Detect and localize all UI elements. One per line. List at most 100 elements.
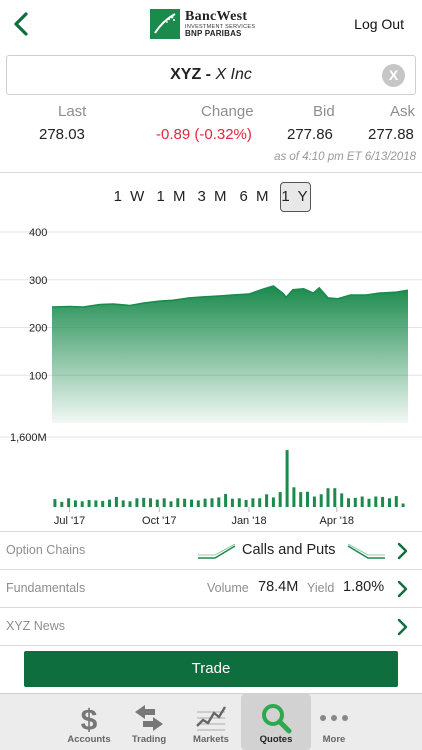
volume-bar (271, 497, 275, 507)
volume-bar (374, 496, 378, 507)
volume-bar (306, 491, 309, 507)
volume-bar (401, 503, 405, 507)
logo-subtitle: INVESTMENT SERVICES (185, 23, 256, 30)
clear-icon[interactable]: X (382, 64, 405, 87)
bottom-tab-bar: $ Accounts Trading Markets Quotes (0, 693, 422, 750)
volume-bar (347, 498, 350, 508)
volume-bar (94, 500, 98, 507)
svg-text:$: $ (81, 704, 98, 734)
option-chains-row[interactable]: Option Chains Calls and Puts (0, 532, 422, 570)
volume-bar (80, 501, 84, 507)
range-1w[interactable]: 1 W (113, 188, 147, 205)
tab-label: Markets (193, 734, 229, 745)
volume-bar (53, 499, 57, 507)
volume-bar (244, 500, 248, 507)
volume-bar (333, 488, 337, 507)
volume-bar (73, 500, 77, 507)
volume-value: 78.4M (258, 579, 299, 595)
logo-mark-icon (150, 9, 180, 39)
logo-name: BancWest (185, 8, 248, 24)
volume-bar (183, 498, 187, 507)
symbol-search-field[interactable]: XYZ - X Inc X (6, 55, 416, 95)
tab-trading[interactable]: Trading (114, 694, 184, 750)
app-header: BancWest INVESTMENT SERVICES BNP PARIBAS… (0, 0, 422, 50)
x-tick-label: Apr '18 (320, 515, 355, 527)
volume-bar (251, 498, 255, 508)
last-label: Last (58, 103, 87, 120)
news-row[interactable]: XYZ News (0, 608, 422, 646)
news-label: XYZ News (6, 619, 66, 633)
volume-bar (87, 500, 91, 507)
volume-bar (108, 499, 111, 507)
calls-and-puts-label: Calls and Puts (242, 542, 336, 558)
bid-value: 277.86 (287, 126, 333, 143)
tab-accounts[interactable]: $ Accounts (54, 694, 124, 750)
yield-value: 1.80% (343, 579, 385, 595)
volume-bar (155, 499, 159, 507)
x-tick-label: Oct '17 (142, 515, 177, 527)
volume-bar (312, 496, 316, 507)
chevron-right-icon[interactable] (396, 580, 408, 598)
market-chart-icon (196, 706, 227, 731)
volume-bar (258, 498, 262, 508)
x-tick-label: Jan '18 (231, 515, 266, 527)
trade-button[interactable]: Trade (24, 651, 398, 687)
search-icon (262, 704, 292, 734)
tab-markets[interactable]: Markets (176, 694, 246, 750)
volume-bar (60, 501, 64, 508)
chevron-right-icon[interactable] (396, 542, 408, 560)
yield-label: Yield (307, 581, 335, 595)
volume-bar (162, 498, 166, 508)
volume-bar (203, 498, 207, 507)
option-chains-label: Option Chains (6, 543, 86, 557)
range-selector: 1 W 1 M 3 M 6 M 1 Y (0, 182, 422, 212)
logout-link[interactable]: Log Out (354, 16, 404, 32)
calls-and-puts-selector[interactable]: Calls and Puts (197, 537, 387, 565)
fundamentals-row[interactable]: Fundamentals Volume 78.4M Yield 1.80% (0, 570, 422, 608)
range-6m[interactable]: 6 M (239, 188, 271, 205)
volume-bar (319, 494, 323, 507)
tab-label: Quotes (259, 734, 293, 745)
volume-bar (101, 500, 105, 507)
range-1m[interactable]: 1 M (156, 188, 188, 205)
logo-parent: BNP PARIBAS (185, 29, 242, 39)
quote-timestamp: as of 4:10 pm ET 6/13/2018 (274, 151, 416, 163)
back-arrow-icon[interactable] (10, 10, 34, 38)
tab-quotes[interactable]: Quotes (241, 694, 311, 750)
divider (0, 569, 422, 570)
x-tick-label: Jul '17 (54, 515, 85, 527)
range-3m[interactable]: 3 M (197, 188, 229, 205)
volume-bar (299, 492, 303, 507)
y-tick-label: 1,600M (10, 432, 47, 444)
volume-bar (367, 498, 371, 507)
puts-payoff-icon (347, 544, 385, 559)
price-volume-chart: 400 300 200 100 1,600M Jul '17 Oct '17 Jan '1… (0, 227, 422, 527)
volume-bar (142, 497, 146, 507)
tab-label: Accounts (67, 734, 111, 745)
divider (0, 645, 422, 646)
chevron-right-icon[interactable] (396, 618, 408, 636)
more-dots-icon (320, 715, 348, 721)
tab-label: More (322, 734, 346, 745)
swap-arrows-icon (135, 705, 163, 731)
volume-bar (135, 498, 139, 508)
y-tick-label: 300 (29, 275, 47, 287)
volume-bar (217, 497, 221, 507)
range-1y[interactable]: 1 Y (280, 182, 311, 212)
dollar-icon: $ (81, 704, 98, 734)
volume-bar (285, 450, 289, 507)
y-tick-label: 100 (29, 370, 47, 382)
company-name: X Inc (215, 66, 252, 83)
volume-bar (224, 493, 228, 507)
volume-bar (353, 497, 357, 507)
calls-payoff-icon (198, 544, 236, 559)
volume-bar (149, 498, 152, 508)
volume-bar (278, 492, 282, 507)
volume-bar (326, 488, 330, 507)
volume-bar (340, 493, 344, 507)
volume-bar (196, 500, 200, 507)
tab-more[interactable]: More (299, 694, 369, 750)
y-tick-label: 400 (29, 227, 47, 239)
change-value: -0.89 (-0.32%) (156, 126, 252, 143)
volume-bar (381, 496, 385, 507)
